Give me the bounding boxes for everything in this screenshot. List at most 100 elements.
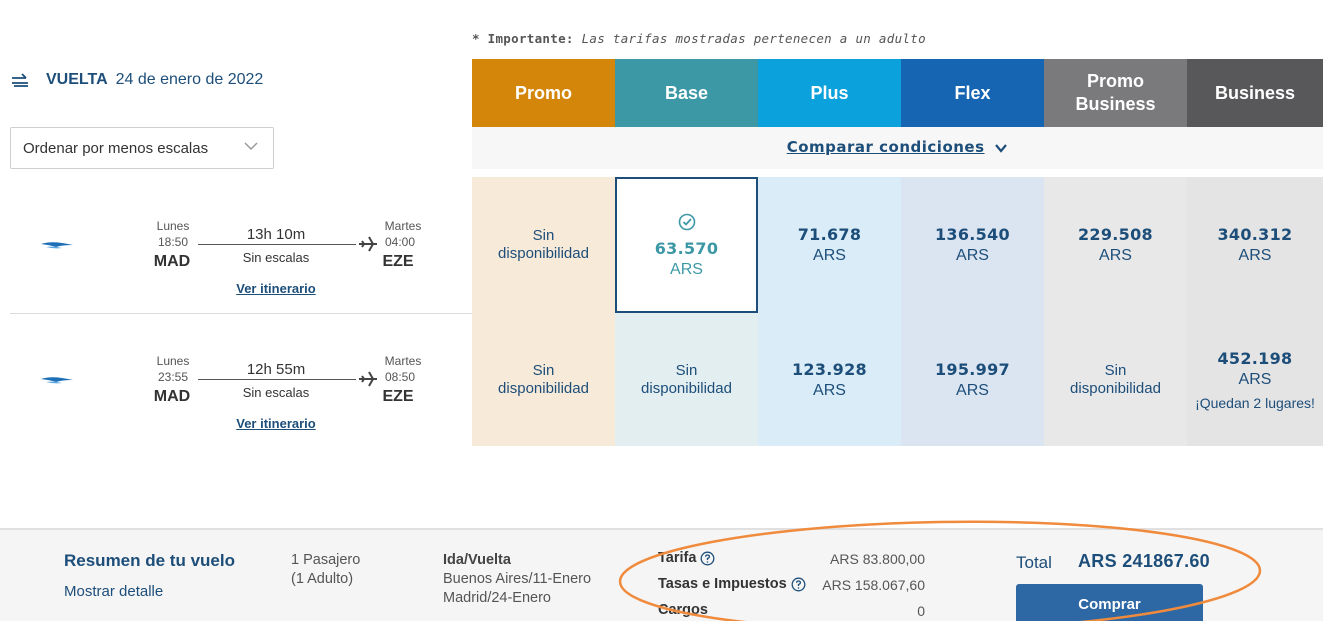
- passenger-type: (1 Adulto): [291, 571, 354, 587]
- departure-time: 23:55: [157, 370, 189, 384]
- fare-price: 123.928: [792, 359, 867, 379]
- fare-currency: ARS: [670, 260, 703, 278]
- cargos-label: Cargos: [658, 602, 708, 618]
- arrival-time: 08:50: [384, 370, 416, 384]
- show-detail-link[interactable]: Mostrar detalle: [64, 583, 164, 600]
- note-label: * Importante:: [472, 31, 574, 46]
- tarifa-value: ARS 83.800,00: [830, 551, 925, 567]
- fare-currency: ARS: [1238, 247, 1272, 264]
- unavailable-text: Sin disponibilidad: [1070, 361, 1161, 397]
- fare-header-business[interactable]: Business: [1187, 59, 1323, 127]
- trip-leg-outbound: Buenos Aires/11-Enero: [443, 571, 592, 587]
- unavailable-text: Sin disponibilidad: [498, 361, 589, 397]
- fare-currency: ARS: [813, 381, 846, 399]
- airplane-icon: [358, 370, 378, 393]
- fare-price: 195.997: [935, 359, 1010, 379]
- fare-currency: ARS: [1238, 370, 1272, 388]
- fare-price: 340.312: [1217, 225, 1293, 244]
- leg-header: VUELTA 24 de enero de 2022: [10, 70, 263, 90]
- airline-logo: [40, 373, 74, 392]
- arrival-airport: EZE: [382, 388, 414, 405]
- trip-info: Ida/Vuelta Buenos Aires/11-Enero Madrid/…: [443, 551, 591, 608]
- arrival-day: Martes: [384, 354, 422, 368]
- departure-day: Lunes: [156, 354, 190, 368]
- check-circle-icon: [677, 212, 697, 237]
- return-flight-icon: [10, 70, 30, 90]
- fare-name: Plus: [810, 82, 849, 103]
- flight-stops: Sin escalas: [242, 385, 310, 400]
- tasas-label: Tasas e Impuestos: [658, 576, 787, 592]
- sort-dropdown[interactable]: Ordenar por menos escalas: [10, 127, 274, 169]
- arrival-airport: EZE: [382, 253, 414, 270]
- fare-currency: ARS: [813, 247, 846, 264]
- unavailable-text: Sin disponibilidad: [641, 361, 732, 397]
- fare-cell-plus[interactable]: 71.678 ARS: [758, 177, 901, 313]
- departure-day: Lunes: [156, 219, 190, 233]
- arrival-day: Martes: [384, 219, 422, 233]
- departure-time: 18:50: [157, 235, 189, 249]
- airplane-icon: [358, 235, 378, 258]
- fare-cell-business[interactable]: 452.198 ARS ¡Quedan 2 lugares!: [1187, 313, 1323, 446]
- departure-airport: MAD: [153, 253, 191, 270]
- fare-header-promo-business[interactable]: Promo Business: [1044, 59, 1187, 127]
- compare-conditions-link[interactable]: Comparar condiciones: [472, 138, 1323, 156]
- tasas-value: ARS 158.067,60: [822, 577, 925, 593]
- row-divider: [10, 313, 472, 314]
- fare-cell-promo-business: Sin disponibilidad: [1044, 313, 1187, 446]
- fare-name: Business: [1214, 82, 1296, 103]
- total-value: ARS 241867.60: [1078, 551, 1210, 571]
- fare-header-flex[interactable]: Flex: [901, 59, 1044, 127]
- fare-cell-base-selected[interactable]: 63.570 ARS: [615, 177, 758, 313]
- view-itinerary-link[interactable]: Ver itinerario: [236, 416, 316, 431]
- arrival-time: 04:00: [384, 235, 416, 249]
- flight-duration: 13h 10m: [246, 226, 306, 243]
- tarifa-label: Tarifa: [658, 550, 697, 566]
- route-line: [198, 379, 356, 380]
- leg-date: 24 de enero de 2022: [115, 71, 264, 88]
- trip-type: Ida/Vuelta: [443, 552, 511, 568]
- fare-note: * Importante: Las tarifas mostradas pert…: [472, 31, 926, 46]
- fare-header-plus[interactable]: Plus: [758, 59, 901, 127]
- total-label: Total: [1016, 553, 1052, 572]
- fare-cell-plus[interactable]: 123.928 ARS: [758, 313, 901, 446]
- fare-cell-base: Sin disponibilidad: [615, 313, 758, 446]
- fare-currency: ARS: [956, 381, 989, 399]
- fare-price: 452.198: [1217, 348, 1293, 368]
- view-itinerary-link[interactable]: Ver itinerario: [236, 281, 316, 296]
- passenger-info: 1 Pasajero (1 Adulto): [291, 551, 360, 589]
- route-line: [198, 244, 356, 245]
- fare-header-base[interactable]: Base: [615, 59, 758, 127]
- fare-currency: ARS: [1099, 247, 1132, 264]
- leg-label: VUELTA: [46, 71, 108, 88]
- fare-name: Promo Business: [1075, 71, 1156, 114]
- fare-price: 71.678: [797, 225, 862, 244]
- fare-cell-promo-business[interactable]: 229.508 ARS: [1044, 177, 1187, 313]
- fare-header-promo[interactable]: Promo: [472, 59, 615, 127]
- fare-cell-flex[interactable]: 195.997 ARS: [901, 313, 1044, 446]
- fare-price: 136.540: [935, 225, 1010, 244]
- compare-bar: [472, 127, 1323, 169]
- unavailable-text: Sin disponibilidad: [498, 227, 589, 262]
- note-text: Las tarifas mostradas pertenecen a un ad…: [581, 31, 926, 46]
- cargos-value: 0: [917, 603, 925, 619]
- buy-button[interactable]: Comprar: [1016, 584, 1203, 621]
- fare-name: Promo: [514, 82, 572, 103]
- fare-price: 63.570: [654, 238, 719, 258]
- passenger-count: 1 Pasajero: [291, 552, 361, 568]
- seats-left-note: ¡Quedan 2 lugares!: [1195, 394, 1315, 411]
- fare-cell-flex[interactable]: 136.540 ARS: [901, 177, 1044, 313]
- cargos-label-row: Cargos: [658, 602, 708, 618]
- fare-cell-promo: Sin disponibilidad: [472, 177, 615, 313]
- summary-title: Resumen de tu vuelo: [64, 551, 235, 570]
- flight-stops: Sin escalas: [242, 250, 310, 265]
- fare-cell-promo: Sin disponibilidad: [472, 313, 615, 446]
- fare-currency: ARS: [956, 247, 989, 264]
- chevron-down-icon: [990, 138, 1008, 156]
- help-icon[interactable]: [700, 550, 715, 566]
- sort-value: Ordenar por menos escalas: [23, 139, 209, 157]
- tarifa-label-row: Tarifa: [658, 550, 715, 566]
- departure-airport: MAD: [153, 388, 191, 405]
- fare-cell-business[interactable]: 340.312 ARS: [1187, 177, 1323, 313]
- chevron-down-icon: [243, 138, 259, 158]
- fare-name: Flex: [954, 82, 991, 103]
